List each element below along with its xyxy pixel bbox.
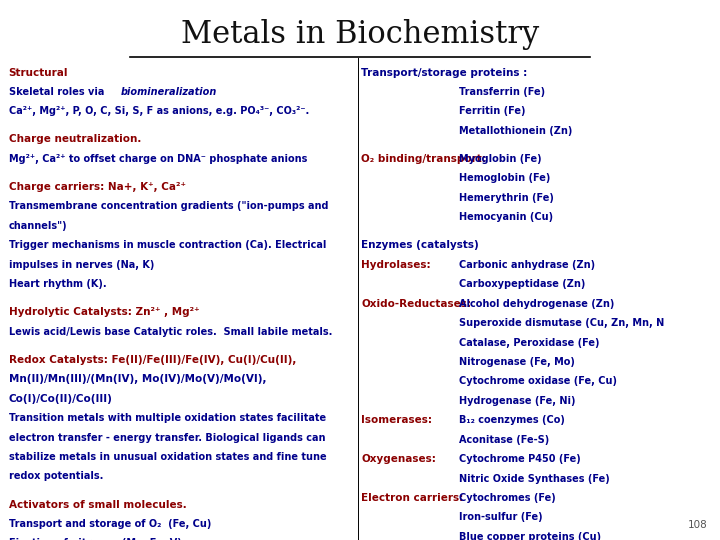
Text: O₂ binding/transport:: O₂ binding/transport: — [361, 154, 486, 164]
Text: Ferritin (Fe): Ferritin (Fe) — [459, 106, 526, 117]
Text: Iron-sulfur (Fe): Iron-sulfur (Fe) — [459, 512, 543, 523]
Text: Skeletal roles via: Skeletal roles via — [9, 87, 107, 97]
Text: redox potentials.: redox potentials. — [9, 471, 103, 482]
Text: Ca²⁺, Mg²⁺, P, O, C, Si, S, F as anions, e.g. PO₄³⁻, CO₃²⁻.: Ca²⁺, Mg²⁺, P, O, C, Si, S, F as anions,… — [9, 106, 309, 117]
Text: Fixation of nitrogen (Mo, Fe, V): Fixation of nitrogen (Mo, Fe, V) — [9, 538, 181, 540]
Text: Nitric Oxide Synthases (Fe): Nitric Oxide Synthases (Fe) — [459, 474, 610, 484]
Text: Charge carriers: Na+, K⁺, Ca²⁺: Charge carriers: Na+, K⁺, Ca²⁺ — [9, 182, 186, 192]
Text: Mg²⁺, Ca²⁺ to offset charge on DNA⁻ phosphate anions: Mg²⁺, Ca²⁺ to offset charge on DNA⁻ phos… — [9, 154, 307, 164]
Text: Alcohol dehydrogenase (Zn): Alcohol dehydrogenase (Zn) — [459, 299, 615, 309]
Text: Nitrogenase (Fe, Mo): Nitrogenase (Fe, Mo) — [459, 357, 575, 367]
Text: Isomerases:: Isomerases: — [361, 415, 433, 426]
Text: Trigger mechanisms in muscle contraction (Ca). Electrical: Trigger mechanisms in muscle contraction… — [9, 240, 326, 251]
Text: Activators of small molecules.: Activators of small molecules. — [9, 500, 186, 510]
Text: Cytochrome oxidase (Fe, Cu): Cytochrome oxidase (Fe, Cu) — [459, 376, 617, 387]
Text: Transition metals with multiple oxidation states facilitate: Transition metals with multiple oxidatio… — [9, 413, 325, 423]
Text: Blue copper proteins (Cu): Blue copper proteins (Cu) — [459, 532, 601, 540]
Text: Transport and storage of O₂  (Fe, Cu): Transport and storage of O₂ (Fe, Cu) — [9, 519, 211, 529]
Text: Carbonic anhydrase (Zn): Carbonic anhydrase (Zn) — [459, 260, 595, 270]
Text: Electron carriers:: Electron carriers: — [361, 493, 464, 503]
Text: Co(I)/Co(II)/Co(III): Co(I)/Co(II)/Co(III) — [9, 394, 112, 404]
Text: impulses in nerves (Na, K): impulses in nerves (Na, K) — [9, 260, 154, 270]
Text: Oxido-Reductases:: Oxido-Reductases: — [361, 299, 472, 309]
Text: Heart rhythm (K).: Heart rhythm (K). — [9, 279, 107, 289]
Text: Cytochrome P450 (Fe): Cytochrome P450 (Fe) — [459, 454, 581, 464]
Text: Lewis acid/Lewis base Catalytic roles.  Small labile metals.: Lewis acid/Lewis base Catalytic roles. S… — [9, 327, 332, 337]
Text: Carboxypeptidase (Zn): Carboxypeptidase (Zn) — [459, 279, 586, 289]
Text: Aconitase (Fe-S): Aconitase (Fe-S) — [459, 435, 549, 445]
Text: Hemoglobin (Fe): Hemoglobin (Fe) — [459, 173, 551, 184]
Text: Hemerythrin (Fe): Hemerythrin (Fe) — [459, 193, 554, 203]
Text: channels"): channels") — [9, 221, 67, 231]
Text: 108: 108 — [688, 520, 708, 530]
Text: Oxygenases:: Oxygenases: — [361, 454, 436, 464]
Text: Transport/storage proteins :: Transport/storage proteins : — [361, 68, 528, 78]
Text: Catalase, Peroxidase (Fe): Catalase, Peroxidase (Fe) — [459, 338, 600, 348]
Text: Cytochromes (Fe): Cytochromes (Fe) — [459, 493, 556, 503]
Text: Transmembrane concentration gradients ("ion-pumps and: Transmembrane concentration gradients ("… — [9, 201, 328, 212]
Text: Enzymes (catalysts): Enzymes (catalysts) — [361, 240, 480, 251]
Text: Hydrolases:: Hydrolases: — [361, 260, 431, 270]
Text: Metallothionein (Zn): Metallothionein (Zn) — [459, 126, 572, 136]
Text: Transferrin (Fe): Transferrin (Fe) — [459, 87, 546, 97]
Text: Redox Catalysts: Fe(II)/Fe(III)/Fe(IV), Cu(I)/Cu(II),: Redox Catalysts: Fe(II)/Fe(III)/Fe(IV), … — [9, 355, 296, 365]
Text: B₁₂ coenzymes (Co): B₁₂ coenzymes (Co) — [459, 415, 565, 426]
Text: Hemocyanin (Cu): Hemocyanin (Cu) — [459, 212, 554, 222]
Text: Superoxide dismutase (Cu, Zn, Mn, N: Superoxide dismutase (Cu, Zn, Mn, N — [459, 318, 665, 328]
Text: Myoglobin (Fe): Myoglobin (Fe) — [459, 154, 542, 164]
Text: Structural: Structural — [9, 68, 68, 78]
Text: Charge neutralization.: Charge neutralization. — [9, 134, 141, 145]
Text: Hydrogenase (Fe, Ni): Hydrogenase (Fe, Ni) — [459, 396, 576, 406]
Text: electron transfer - energy transfer. Biological ligands can: electron transfer - energy transfer. Bio… — [9, 433, 325, 443]
Text: biomineralization: biomineralization — [120, 87, 217, 97]
Text: Metals in Biochemistry: Metals in Biochemistry — [181, 19, 539, 50]
Text: Mn(II)/Mn(III)/(Mn(IV), Mo(IV)/Mo(V)/Mo(VI),: Mn(II)/Mn(III)/(Mn(IV), Mo(IV)/Mo(V)/Mo(… — [9, 374, 266, 384]
Text: Hydrolytic Catalysts: Zn²⁺ , Mg²⁺: Hydrolytic Catalysts: Zn²⁺ , Mg²⁺ — [9, 307, 199, 318]
Text: stabilize metals in unusual oxidation states and fine tune: stabilize metals in unusual oxidation st… — [9, 452, 326, 462]
